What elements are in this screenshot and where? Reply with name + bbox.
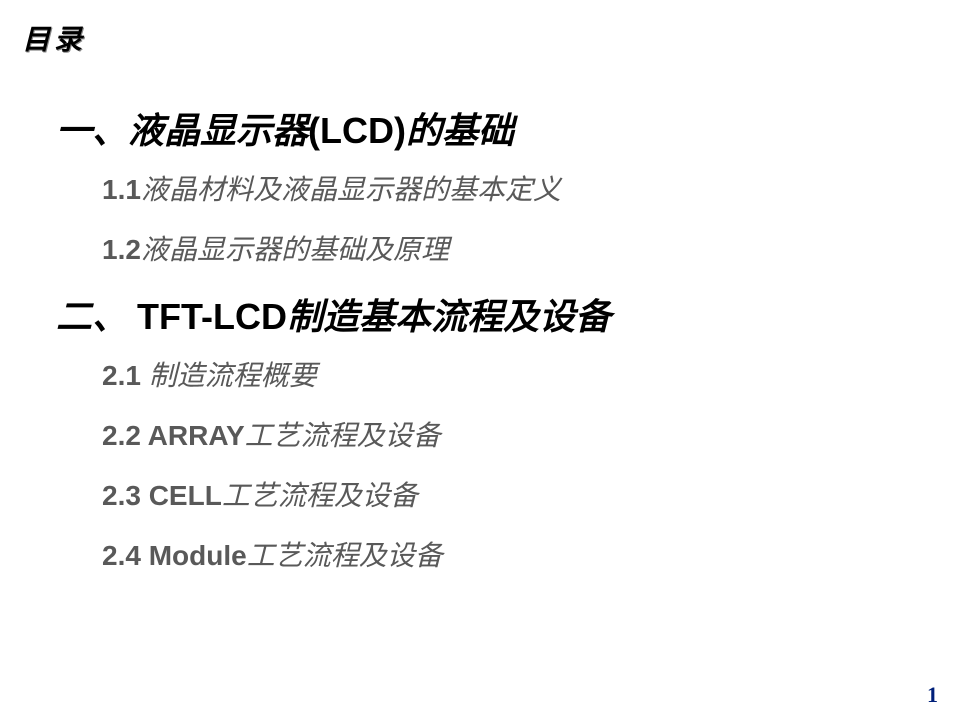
item-2-1-text: 制造流程概要 bbox=[149, 361, 317, 392]
item-1-1: 1.1液晶材料及液晶显示器的基本定义 bbox=[102, 168, 938, 208]
item-2-4-latin: Module bbox=[149, 540, 247, 571]
item-2-3-latin: CELL bbox=[149, 480, 222, 511]
item-2-1: 2.1 制造流程概要 bbox=[102, 354, 938, 394]
section-2: 二、 TFT-LCD制造基本流程及设备 2.1 制造流程概要 2.2 ARRAY… bbox=[22, 288, 938, 574]
page-number: 1 bbox=[927, 682, 938, 708]
section-1-items: 1.1液晶材料及液晶显示器的基本定义 1.2液晶显示器的基础及原理 bbox=[102, 168, 938, 268]
section-2-cn2: 制造基本流程及设备 bbox=[287, 297, 611, 337]
section-2-title: 二、 TFT-LCD制造基本流程及设备 bbox=[56, 288, 938, 340]
item-2-3: 2.3 CELL工艺流程及设备 bbox=[102, 474, 938, 514]
section-2-items: 2.1 制造流程概要 2.2 ARRAY工艺流程及设备 2.3 CELL工艺流程… bbox=[102, 354, 938, 574]
item-1-1-num: 1.1 bbox=[102, 174, 141, 205]
item-2-2-text: 工艺流程及设备 bbox=[245, 421, 441, 452]
section-1-prefix: 一、 bbox=[56, 111, 128, 151]
section-2-latin: TFT-LCD bbox=[137, 296, 287, 337]
item-1-1-text: 液晶材料及液晶显示器的基本定义 bbox=[141, 175, 561, 206]
item-2-2: 2.2 ARRAY工艺流程及设备 bbox=[102, 414, 938, 454]
item-1-2: 1.2液晶显示器的基础及原理 bbox=[102, 228, 938, 268]
section-1-title: 一、液晶显示器(LCD)的基础 bbox=[56, 102, 938, 154]
section-1-cn2: 的基础 bbox=[406, 111, 514, 151]
section-1: 一、液晶显示器(LCD)的基础 1.1液晶材料及液晶显示器的基本定义 1.2液晶… bbox=[22, 102, 938, 268]
item-1-2-num: 1.2 bbox=[102, 234, 141, 265]
item-2-3-num: 2.3 bbox=[102, 480, 149, 511]
toc-header: 目录 bbox=[22, 18, 938, 58]
section-2-prefix: 二、 bbox=[56, 297, 137, 337]
item-2-4: 2.4 Module工艺流程及设备 bbox=[102, 534, 938, 574]
item-2-4-num: 2.4 bbox=[102, 540, 149, 571]
item-1-2-text: 液晶显示器的基础及原理 bbox=[141, 235, 449, 266]
section-1-latin: (LCD) bbox=[308, 110, 406, 151]
slide-page: 目录 一、液晶显示器(LCD)的基础 1.1液晶材料及液晶显示器的基本定义 1.… bbox=[0, 0, 960, 720]
item-2-3-text: 工艺流程及设备 bbox=[222, 481, 418, 512]
item-2-4-text: 工艺流程及设备 bbox=[247, 541, 443, 572]
section-1-cn1: 液晶显示器 bbox=[128, 111, 308, 151]
item-2-1-num: 2.1 bbox=[102, 360, 149, 391]
item-2-2-num: 2.2 bbox=[102, 420, 148, 451]
item-2-2-latin: ARRAY bbox=[148, 420, 245, 451]
